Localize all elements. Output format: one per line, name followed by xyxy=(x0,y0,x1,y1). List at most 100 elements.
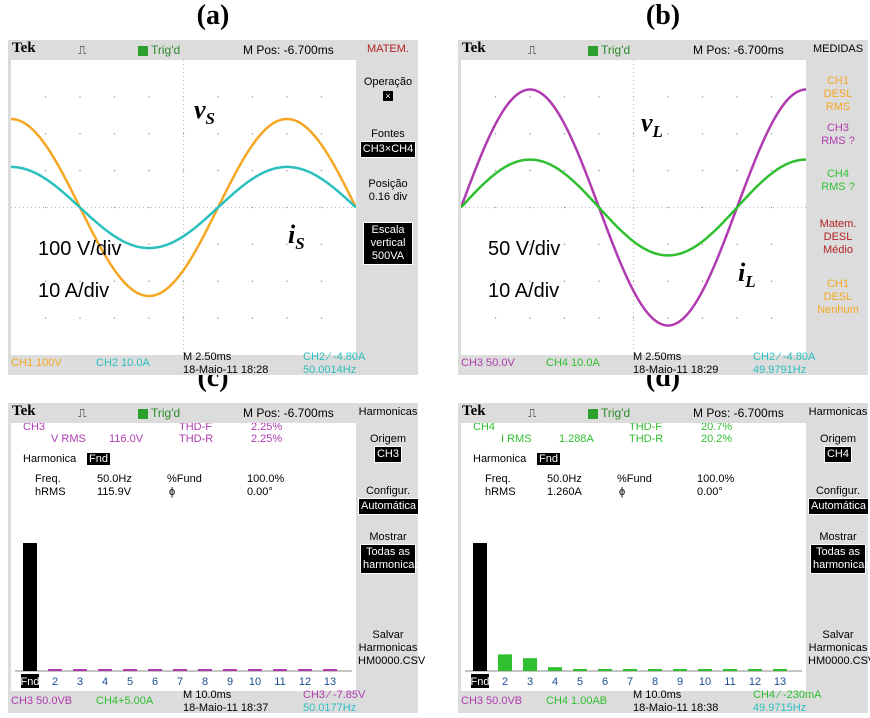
ch3-scale: CH3 50.0VB xyxy=(11,695,73,707)
grid-dot xyxy=(563,96,566,98)
menu-ch1-rms[interactable]: CH1 DESL RMS xyxy=(823,75,853,113)
menu-mostrar[interactable]: Mostrar xyxy=(369,531,407,543)
freq-label: Freq. xyxy=(35,473,61,485)
grid-dot xyxy=(320,206,323,209)
menu-origem[interactable]: Origem xyxy=(819,433,857,445)
menu-ch4-rms[interactable]: CH4 RMS ? xyxy=(821,168,855,193)
grid-dot xyxy=(736,133,738,135)
tick-label-7: 7 xyxy=(627,676,633,688)
fund-value: 100.0% xyxy=(697,473,735,485)
trig-status: Trig'd xyxy=(588,43,630,57)
mostrar-value: Todas as harmonicas xyxy=(360,544,420,574)
scope-panel-c: Tek ⎍ Trig'd M Pos: -6.700ms Fnd 2 3 4 5 6 7 8 9… xyxy=(8,403,426,714)
grid-dot xyxy=(736,96,738,98)
grid-dot xyxy=(736,317,738,319)
menu-fontes[interactable]: Fontes xyxy=(371,128,405,140)
trigger-pulse-icon: ⎍ xyxy=(528,43,537,57)
grid-dot xyxy=(182,317,185,319)
scope-topbar: Tek ⎍ Trig'd M Pos: -6.700ms xyxy=(458,40,868,60)
origem-value: CH4 xyxy=(823,446,852,463)
menu-mostrar[interactable]: Mostrar xyxy=(819,531,857,543)
tick-label-9: 9 xyxy=(227,676,233,688)
grid-dot xyxy=(79,243,81,246)
fontes-value: CH3×CH4 xyxy=(359,141,417,158)
grid-dot xyxy=(563,133,566,135)
grid-dot xyxy=(148,133,150,135)
grid-dot xyxy=(44,96,47,98)
fnd-label-bg xyxy=(471,674,489,688)
grid-dot xyxy=(667,280,669,282)
date-time: 18-Maio-11 18:38 xyxy=(633,702,719,714)
grid-dot xyxy=(563,317,566,319)
menu-configur[interactable]: Configur. xyxy=(365,485,411,497)
menu-ch1-nenhum[interactable]: CH1 DESL Nenhum xyxy=(817,278,859,316)
grid-dot xyxy=(148,243,150,246)
trigger-level: CH2 ⁄ -4.80A xyxy=(303,351,366,363)
tick-label-12: 12 xyxy=(299,676,311,688)
grid-dot xyxy=(494,133,497,135)
menu-posicao[interactable]: Posição xyxy=(368,178,408,190)
grid-dot xyxy=(286,133,288,135)
grid-dot xyxy=(563,206,566,209)
grid-dot xyxy=(736,169,738,172)
menu-title: MEDIDAS xyxy=(812,43,864,55)
grid-dot xyxy=(113,317,116,319)
menu-ch3-rms[interactable]: CH3 RMS ? xyxy=(821,122,855,147)
rms-label: V RMS xyxy=(51,433,86,445)
menu-title: Harmonicas xyxy=(358,406,418,418)
harmonics-screen: Fnd 2 3 4 5 6 7 8 9 10 11 12 13 CH4 I RMS 1.288A THD… xyxy=(461,423,806,691)
grid-dot xyxy=(770,243,773,246)
date-time: 18-Maio-11 18:28 xyxy=(183,364,269,376)
tick-label-3: 3 xyxy=(77,676,83,688)
menu-salvar[interactable]: Salvar Harmonicas HM0000.CSV xyxy=(358,629,426,667)
tick-label-3: 3 xyxy=(527,676,533,688)
grid-dot xyxy=(598,169,600,172)
bar-12 xyxy=(748,669,762,671)
grid-dot xyxy=(286,169,288,172)
bar-9 xyxy=(673,669,687,671)
fund-label: %Fund xyxy=(167,473,202,485)
menu-matem[interactable]: Matem. DESL Médio xyxy=(819,218,857,256)
grid-dot xyxy=(113,133,116,135)
grid-dot xyxy=(286,317,288,319)
menu-title: Harmonicas xyxy=(808,406,868,418)
thdf-value: 20.7% xyxy=(701,423,733,433)
tick-label-4: 4 xyxy=(102,676,108,688)
bar-2 xyxy=(48,669,62,671)
grid-dot xyxy=(286,280,288,282)
waveform-iS xyxy=(11,165,356,250)
menu-operacao[interactable]: Operação xyxy=(363,76,413,88)
freq-value: 50.0Hz xyxy=(547,473,582,485)
tick-label-10: 10 xyxy=(249,676,261,688)
scope-panel-a: Tek ⎍ Trig'd M Pos: -6.700ms MATEM. Oper… xyxy=(8,40,418,376)
tek-logo: Tek xyxy=(12,40,36,56)
tick-label-2: 2 xyxy=(502,676,508,688)
configur-value: Automática xyxy=(358,498,420,515)
grid-dot xyxy=(701,317,704,319)
tick-label-13: 13 xyxy=(324,676,336,688)
thdf-label: THD-F xyxy=(629,423,662,433)
timebase: M 2.50ms xyxy=(633,351,682,363)
tick-label-Fnd: Fnd xyxy=(471,676,490,688)
menu-configur[interactable]: Configur. xyxy=(815,485,861,497)
grid-dot xyxy=(320,133,323,135)
thdr-label: THD-R xyxy=(179,433,214,445)
grid-dot xyxy=(113,96,116,98)
menu-escala[interactable]: Escala vertical 500VA xyxy=(363,222,413,265)
grid-dot xyxy=(770,133,773,135)
menu-salvar[interactable]: Salvar Harmonicas HM0000.CSV xyxy=(808,629,870,667)
tick-label-7: 7 xyxy=(177,676,183,688)
bar-3 xyxy=(73,669,87,671)
grid-dot xyxy=(44,133,47,135)
tek-logo: Tek xyxy=(462,403,486,419)
grid-dot xyxy=(770,280,773,282)
phi-value: 0.00° xyxy=(697,486,723,498)
grid-dot xyxy=(113,169,116,172)
grid-dot xyxy=(320,96,323,98)
grid-dot xyxy=(217,280,219,282)
harmonica-label: Harmonica xyxy=(473,453,527,465)
trigger-pulse-icon: ⎍ xyxy=(78,43,87,57)
bar-11 xyxy=(273,669,287,671)
tick-label-6: 6 xyxy=(602,676,608,688)
menu-origem[interactable]: Origem xyxy=(369,433,407,445)
